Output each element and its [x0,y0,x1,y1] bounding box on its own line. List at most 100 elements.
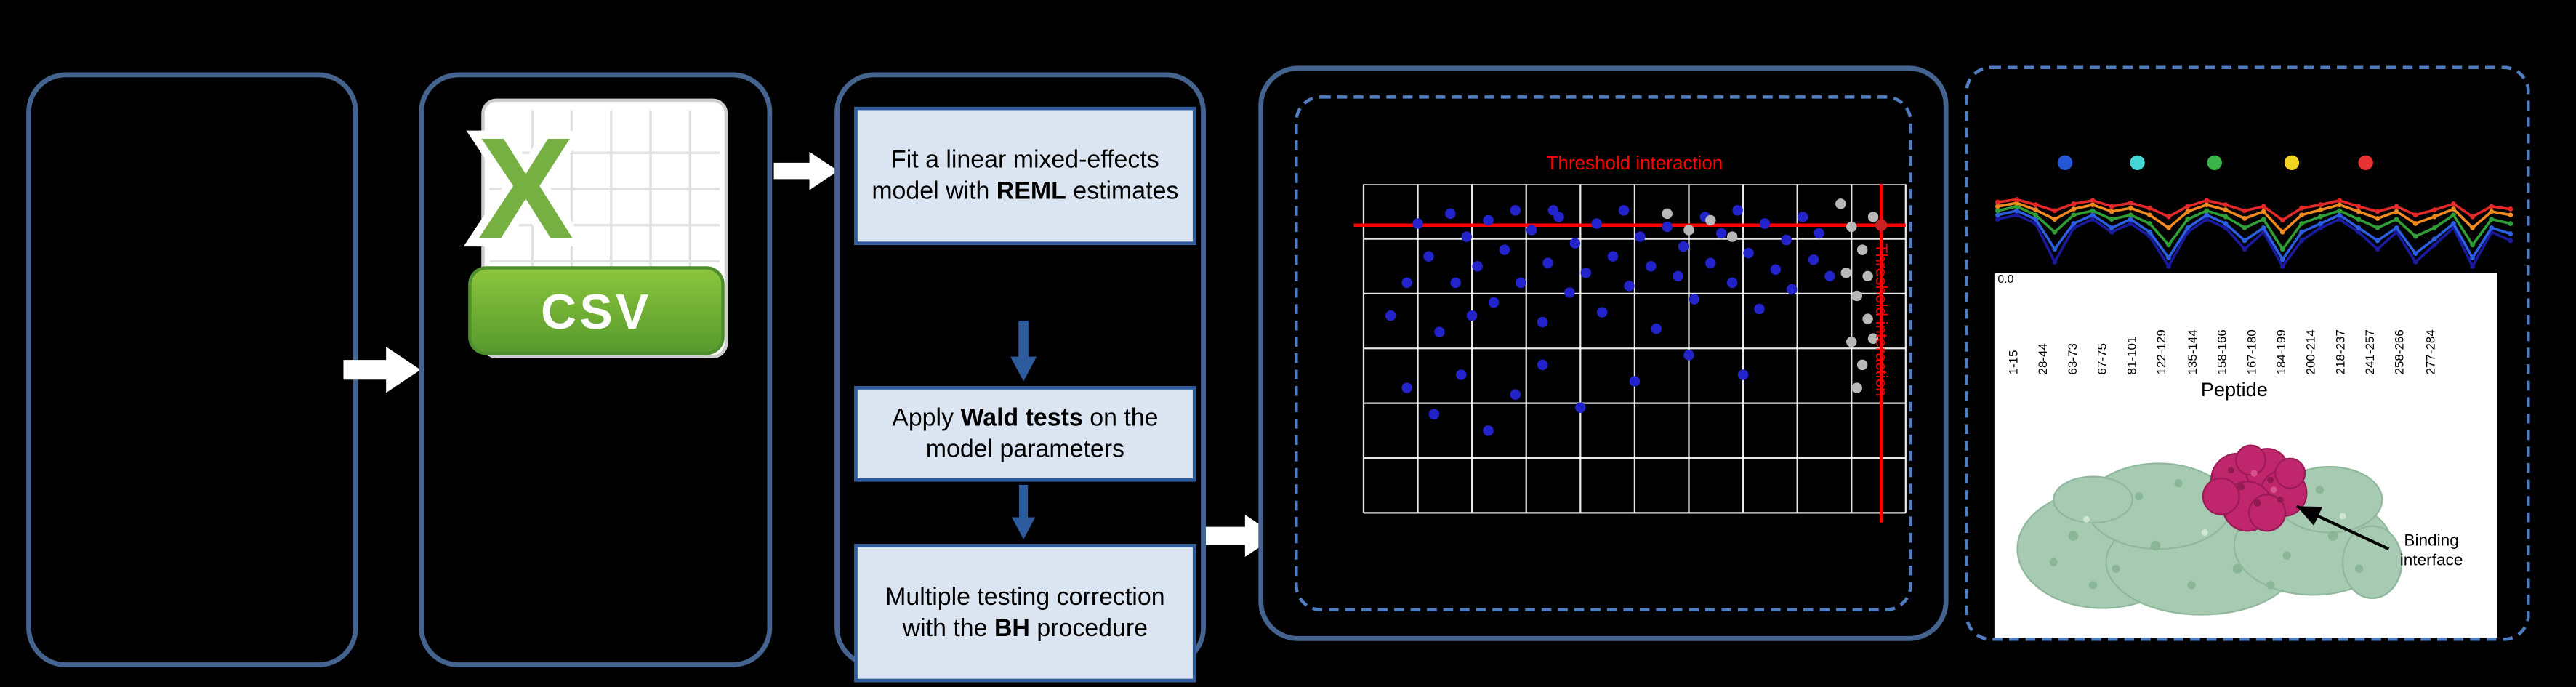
uptake-marker [2508,231,2513,236]
uptake-marker [2109,209,2114,214]
uptake-marker [2014,212,2019,218]
scatter-point-blue [1797,212,1808,222]
uptake-marker [2451,212,2456,218]
uptake-marker [2470,242,2475,248]
uptake-series-state-orange [1997,201,2511,234]
protein-structure-illustration [2016,444,2403,616]
condition-dot [2057,155,2073,170]
uptake-marker [2109,225,2114,230]
scatter-point-blue [1678,241,1689,252]
uptake-series-state-navy [1997,213,2511,268]
uptake-marker [2261,209,2266,214]
scatter-point-gray [1862,270,1873,282]
scatter-point-blue [1726,277,1738,289]
scatter-point-blue [1412,218,1423,229]
scatter-point-blue [1483,214,1494,226]
peptide-tick-text: 167-180 [2243,329,2259,375]
scatter-point-gray [1851,382,1862,393]
uptake-marker [2204,217,2210,222]
uptake-marker [2337,212,2343,218]
scatter-point-gray [1856,244,1868,255]
uptake-marker [2052,246,2058,252]
peptide-tick-text: 63-73 [2065,343,2080,375]
scatter-point-gray [1856,359,1868,371]
volcano-scatter-plot [1353,184,1907,523]
scatter-point-blue [1569,238,1581,249]
uptake-marker [2166,242,2171,248]
uptake-marker [2337,208,2343,214]
scatter-point-blue [1564,287,1575,298]
uptake-marker [2223,214,2229,220]
scatter-point-blue [1542,257,1553,268]
uptake-marker [2508,212,2513,218]
uptake-marker [2090,198,2096,204]
binding-interface-region [2202,444,2308,532]
uptake-marker [2147,221,2152,226]
uptake-marker [2166,263,2171,269]
uptake-marker [2394,209,2399,214]
scatter-point-blue [1455,369,1467,380]
scatter-point-blue [1683,350,1694,361]
uptake-marker [2299,238,2304,244]
uptake-marker [2489,209,2495,214]
uptake-series-state-red [1997,198,2511,222]
uptake-marker [2470,214,2475,220]
uptake-marker [2412,251,2418,257]
uptake-marker [2090,202,2096,207]
uptake-marker [2356,225,2362,230]
volcano-panel-dashed-border [1295,95,1912,612]
peptide-tick-text: 200-214 [2303,329,2319,375]
uptake-marker [2375,238,2380,244]
scatter-point-blue [1472,261,1483,272]
uptake-marker [2071,221,2077,226]
uptake-marker [1995,208,2000,214]
uptake-marker [1995,204,2000,209]
uptake-marker [2356,229,2362,235]
uptake-marker [2489,204,2495,209]
scatter-point-gray [1862,313,1873,324]
scatter-point-blue [1786,284,1798,295]
scatter-point-blue [1662,221,1673,233]
uptake-marker [2279,263,2285,269]
uptake-marker [2242,238,2247,244]
uptake-marker [2318,221,2323,226]
uptake-marker [2412,212,2418,218]
uptake-marker [2412,259,2418,265]
uptake-marker [2185,217,2191,222]
peptide-tick-text: 67-75 [2095,343,2110,375]
scatter-point-blue [1618,205,1630,216]
uptake-marker [2508,206,2513,212]
down-arrow-1-icon [1010,320,1037,382]
uptake-marker [2033,217,2039,222]
uptake-marker [2394,225,2399,230]
volcano-panel-box [1258,65,1949,641]
uptake-marker [2318,214,2323,220]
scatter-point-blue [1450,277,1461,289]
peptide-tick-text: 258-266 [2392,329,2408,375]
uptake-marker [2033,202,2039,207]
scatter-point-blue [1483,425,1494,436]
scatter-point-gray [1867,212,1879,222]
scatter-point-blue [1629,376,1641,387]
scatter-point-blue [1466,310,1478,321]
scatter-point-blue [1428,409,1440,419]
uptake-series-state-green [1997,205,2511,251]
peptide-tick-text: 135-144 [2184,329,2199,375]
uptake-marker [2299,221,2304,226]
step-wald-tests: Apply Wald tests on the model parameters [854,386,1196,482]
scatter-point-blue [1434,326,1445,337]
scatter-point-red [1875,219,1888,231]
scatter-point-blue [1737,369,1749,380]
uptake-marker [2242,216,2247,221]
volcano-side-label: Threshold interaction [1871,243,1890,397]
uptake-marker [2147,212,2152,218]
uptake-marker [2128,212,2133,218]
volcano-title: Threshold interaction [1546,154,1723,174]
peptide-tick-text: 241-257 [2362,329,2378,375]
uptake-marker [2356,217,2362,222]
uptake-marker [2014,197,2019,202]
uptake-marker [2451,206,2456,212]
flow-arrow-2-icon [773,151,839,190]
uptake-marker [2299,205,2304,211]
scatter-point-gray [1840,268,1852,278]
